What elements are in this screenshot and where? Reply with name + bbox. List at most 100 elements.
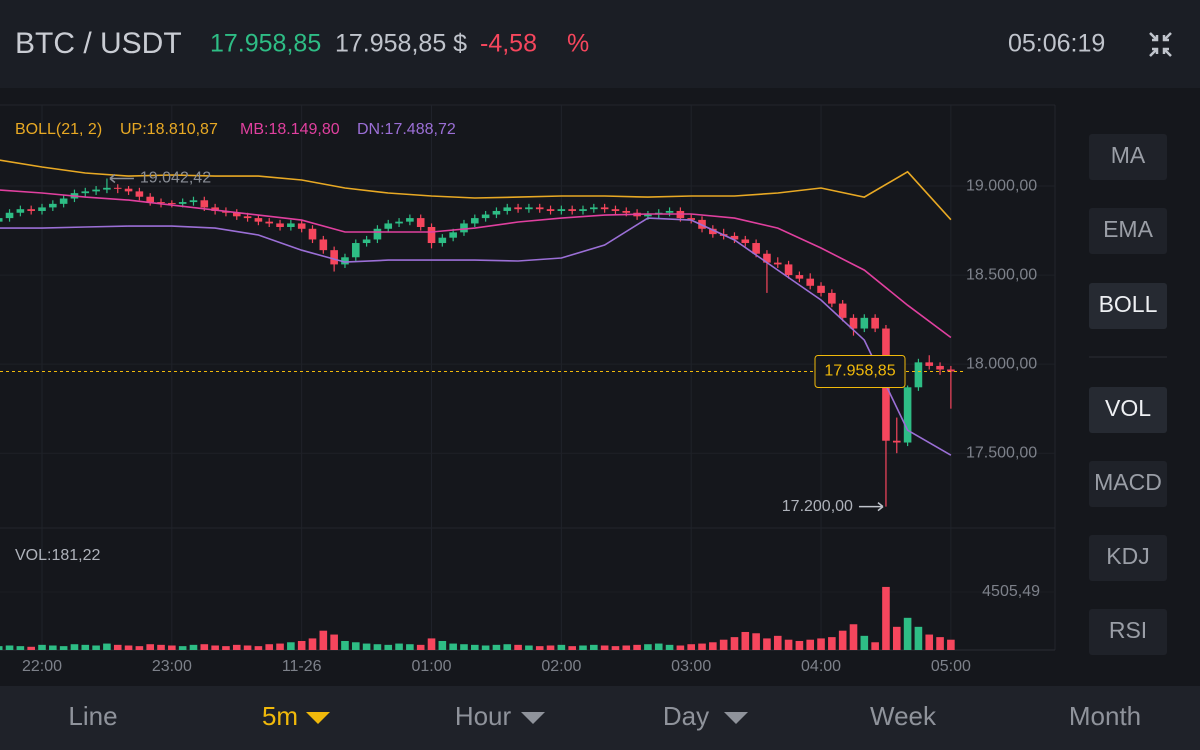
indicator-button-label[interactable]: MA xyxy=(1111,142,1146,168)
indicator-button[interactable] xyxy=(1089,283,1167,329)
volume-bar xyxy=(947,639,955,650)
candle-body xyxy=(871,317,879,329)
volume-bar xyxy=(903,617,912,650)
timeframe-tab[interactable]: Month xyxy=(1069,701,1141,731)
timeframe-tab[interactable]: Hour xyxy=(455,701,512,731)
overlay-line xyxy=(0,189,952,339)
candle-body xyxy=(81,191,90,194)
volume-bar xyxy=(146,644,154,650)
indicator-button[interactable] xyxy=(1089,387,1167,433)
volume-bar xyxy=(59,646,68,650)
volume-bar xyxy=(471,644,479,650)
volume-bar xyxy=(590,644,598,650)
volume-bar xyxy=(222,646,230,650)
dropdown-caret[interactable] xyxy=(521,712,545,724)
candle-body xyxy=(600,207,609,210)
indicator-label: BOLL(21, 2) xyxy=(15,121,102,138)
legend-entry: MB:18.149,80 xyxy=(240,121,340,138)
indicator-button-label[interactable]: EMA xyxy=(1103,216,1154,242)
volume-bar xyxy=(81,644,90,650)
dropdown-caret[interactable] xyxy=(724,712,748,724)
candle-body xyxy=(460,223,468,233)
indicator-button-label[interactable]: KDJ xyxy=(1106,543,1149,569)
candle-body xyxy=(709,228,717,235)
volume-bar xyxy=(665,644,674,650)
dropdown-caret[interactable] xyxy=(306,712,330,724)
volume-bar xyxy=(687,644,695,650)
volume-bar xyxy=(103,643,111,650)
volume-bar xyxy=(92,645,100,650)
candle-body xyxy=(395,221,403,224)
x-tick-label: 22:00 xyxy=(22,658,62,675)
candle-body xyxy=(92,189,100,192)
candle-body xyxy=(665,210,674,213)
annotation-arrow xyxy=(109,173,134,184)
volume-bar xyxy=(676,645,685,650)
volume-bar xyxy=(438,640,447,650)
candle-body xyxy=(308,228,317,240)
volume-bar xyxy=(384,644,393,650)
change-unit: % xyxy=(567,30,589,58)
indicator-button[interactable] xyxy=(1089,609,1167,655)
candle-body xyxy=(752,243,760,254)
candle-body xyxy=(622,210,631,213)
candle-body xyxy=(892,440,901,443)
indicator-button-label[interactable]: VOL xyxy=(1105,395,1151,421)
candle-body xyxy=(838,303,847,318)
candle-body xyxy=(492,210,501,215)
volume-bar xyxy=(860,635,869,650)
volume-bar xyxy=(297,640,306,650)
indicator-button-label[interactable]: BOLL xyxy=(1099,291,1158,317)
volume-bar xyxy=(546,645,555,650)
collapse-icon[interactable] xyxy=(1149,32,1172,57)
y-tick-label: 19.000,00 xyxy=(966,177,1037,194)
indicator-button-label[interactable]: RSI xyxy=(1109,617,1147,643)
y-tick-label: 17.500,00 xyxy=(966,444,1037,461)
volume-bar xyxy=(341,640,349,650)
candle-body xyxy=(806,278,815,286)
candle-body xyxy=(351,243,360,258)
volume-bar xyxy=(579,645,587,650)
x-tick-label: 23:00 xyxy=(152,658,192,675)
candle-body xyxy=(644,214,652,217)
indicator-button[interactable] xyxy=(1089,461,1167,507)
indicator-button[interactable] xyxy=(1089,134,1167,180)
timeframe-tab[interactable]: 5m xyxy=(262,701,298,731)
candle-body xyxy=(157,202,165,204)
candle-body xyxy=(741,239,750,244)
indicator-button-label[interactable]: MACD xyxy=(1094,469,1162,495)
timeframe-tab[interactable]: Week xyxy=(870,701,937,731)
volume-bar xyxy=(265,644,274,650)
candle-body xyxy=(200,200,209,208)
volume-bar xyxy=(741,631,750,650)
candle-body xyxy=(384,223,393,229)
timeframe-tab[interactable]: Line xyxy=(68,701,117,731)
volume-bar xyxy=(189,644,198,650)
candle-body xyxy=(232,212,241,217)
candle-body xyxy=(287,223,295,228)
indicator-button[interactable] xyxy=(1089,535,1167,581)
timeframe-tab[interactable]: Day xyxy=(663,701,709,731)
candle-body xyxy=(146,196,154,203)
candle-body xyxy=(265,221,274,224)
volume-bar xyxy=(828,637,836,650)
volume-bar xyxy=(319,630,328,650)
candle-body xyxy=(254,218,263,222)
volume-bar xyxy=(373,644,382,650)
volume-bar xyxy=(719,639,728,650)
volume-bar xyxy=(709,642,717,650)
candle-body xyxy=(590,207,598,210)
candle-body xyxy=(124,188,133,192)
volume-bar xyxy=(535,646,544,650)
legend-entry: UP:18.810,87 xyxy=(120,121,218,138)
candle-body xyxy=(406,218,414,222)
volume-bar xyxy=(351,642,360,650)
current-price-label: 17.958,85 xyxy=(824,363,895,380)
indicator-button[interactable] xyxy=(1089,208,1167,254)
volume-bar xyxy=(525,645,533,650)
volume-bar xyxy=(243,645,252,650)
candle-body xyxy=(903,387,912,443)
volume-bar xyxy=(730,637,739,650)
